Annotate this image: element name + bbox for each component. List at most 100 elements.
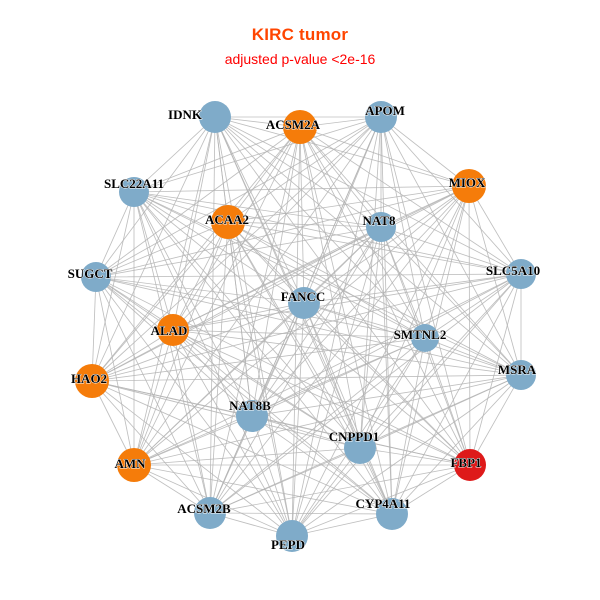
graph-node-slc5a10[interactable]	[506, 259, 536, 289]
graph-node-msra[interactable]	[506, 360, 536, 390]
graph-edge	[133, 116, 216, 466]
graph-edge	[172, 221, 229, 331]
graph-edge	[291, 464, 471, 537]
graph-node-acsm2b[interactable]	[194, 497, 226, 529]
graph-edge	[214, 116, 470, 187]
graph-edge	[133, 374, 522, 466]
graph-node-nat8b[interactable]	[236, 400, 268, 432]
graph-edge	[380, 226, 522, 275]
graph-edge	[95, 276, 253, 417]
graph-edge	[95, 273, 522, 278]
graph-edge	[209, 273, 522, 514]
graph-node-label-cyp4a11: CYP4A11	[356, 496, 411, 511]
graph-edge	[299, 126, 305, 304]
graph-edge	[133, 126, 301, 193]
graph-edge	[424, 185, 470, 339]
graph-edge	[291, 273, 522, 537]
graph-node-label-smtnl2: SMTNL2	[394, 327, 447, 342]
graph-edge	[172, 302, 305, 331]
graph-node-label-msra: MSRA	[498, 362, 537, 377]
graph-edge	[227, 221, 253, 417]
graph-edge	[227, 221, 382, 228]
graph-edge	[209, 116, 216, 514]
graph-node-fancc[interactable]	[288, 287, 320, 319]
graph-node-label-fbp1: FBP1	[450, 455, 481, 470]
graph-edge	[469, 374, 522, 466]
graph-node-acsm2a[interactable]	[283, 110, 317, 144]
graph-edge	[303, 273, 522, 304]
graph-edge	[303, 302, 471, 466]
graph-edge	[227, 126, 301, 223]
graph-edge	[291, 185, 470, 537]
graph-edge	[291, 513, 393, 537]
graph-node-label-fancc: FANCC	[281, 289, 326, 304]
graph-edge	[95, 276, 522, 376]
graph-edge	[380, 116, 470, 187]
graph-edge	[95, 276, 305, 304]
graph-edge	[391, 273, 522, 515]
graph-node-fbp1[interactable]	[454, 449, 486, 481]
graph-node-apom[interactable]	[365, 101, 397, 133]
graph-node-label-slc5a10: SLC5A10	[486, 263, 540, 278]
graph-edge	[91, 380, 393, 515]
graph-edge	[251, 273, 522, 417]
graph-node-amn[interactable]	[117, 448, 151, 482]
graph-edge	[251, 126, 301, 417]
graph-node-pepd[interactable]	[276, 520, 308, 552]
graph-edge	[133, 447, 361, 466]
graph-edge	[133, 464, 393, 515]
graph-node-sugct[interactable]	[81, 262, 111, 292]
graph-edge	[133, 191, 522, 376]
graph-node-cyp4a11[interactable]	[376, 498, 408, 530]
graph-edge	[172, 329, 471, 466]
graph-edge	[91, 380, 211, 514]
graph-node-hao2[interactable]	[75, 364, 109, 398]
graph-edge	[91, 116, 216, 382]
graph-edge	[303, 302, 393, 515]
graph-edge	[251, 226, 382, 417]
graph-edge	[95, 276, 361, 449]
graph-edge	[91, 380, 361, 449]
graph-edge	[95, 191, 135, 278]
graph-edge	[359, 273, 522, 449]
graph-edge	[251, 415, 361, 449]
graph-edge	[133, 415, 253, 466]
graph-edge	[133, 273, 522, 466]
graph-edge	[424, 337, 522, 376]
graph-edge	[227, 221, 361, 449]
graph-edge	[95, 221, 229, 278]
graph-edge	[251, 185, 470, 417]
graph-edge	[91, 116, 382, 382]
graph-edge	[133, 191, 211, 514]
graph-node-cnppd1[interactable]	[344, 432, 376, 464]
graph-node-miox[interactable]	[452, 169, 486, 203]
graph-node-nat8[interactable]	[366, 212, 396, 242]
graph-node-slc22a11[interactable]	[119, 177, 149, 207]
graph-node-label-pepd: PEPD	[271, 537, 305, 552]
graph-edge	[133, 329, 174, 466]
graph-node-alad[interactable]	[157, 314, 189, 346]
graph-edge	[133, 302, 305, 466]
graph-edge	[172, 116, 216, 331]
graph-edge	[172, 329, 361, 449]
graph-node-smtnl2[interactable]	[411, 324, 439, 352]
graph-edge	[95, 276, 471, 466]
graph-edge	[391, 374, 522, 515]
graph-edge	[91, 276, 97, 382]
graph-edge	[91, 126, 301, 382]
graph-node-acaa2[interactable]	[211, 205, 245, 239]
graph-edge	[359, 116, 382, 449]
graph-edge	[299, 126, 393, 515]
graph-node-idnk[interactable]	[199, 101, 231, 133]
graph-node-label-idnk: IDNK	[168, 107, 203, 122]
graph-edge	[172, 329, 393, 515]
graph-edge	[91, 374, 522, 382]
graph-edge	[227, 221, 471, 466]
graph-edge	[303, 302, 361, 449]
graph-node-label-slc22a11: SLC22A11	[104, 176, 164, 191]
graph-edge	[133, 191, 305, 304]
graph-node-label-acsm2b: ACSM2B	[177, 501, 231, 516]
graph-edge	[303, 116, 382, 304]
graph-edge	[380, 116, 522, 376]
